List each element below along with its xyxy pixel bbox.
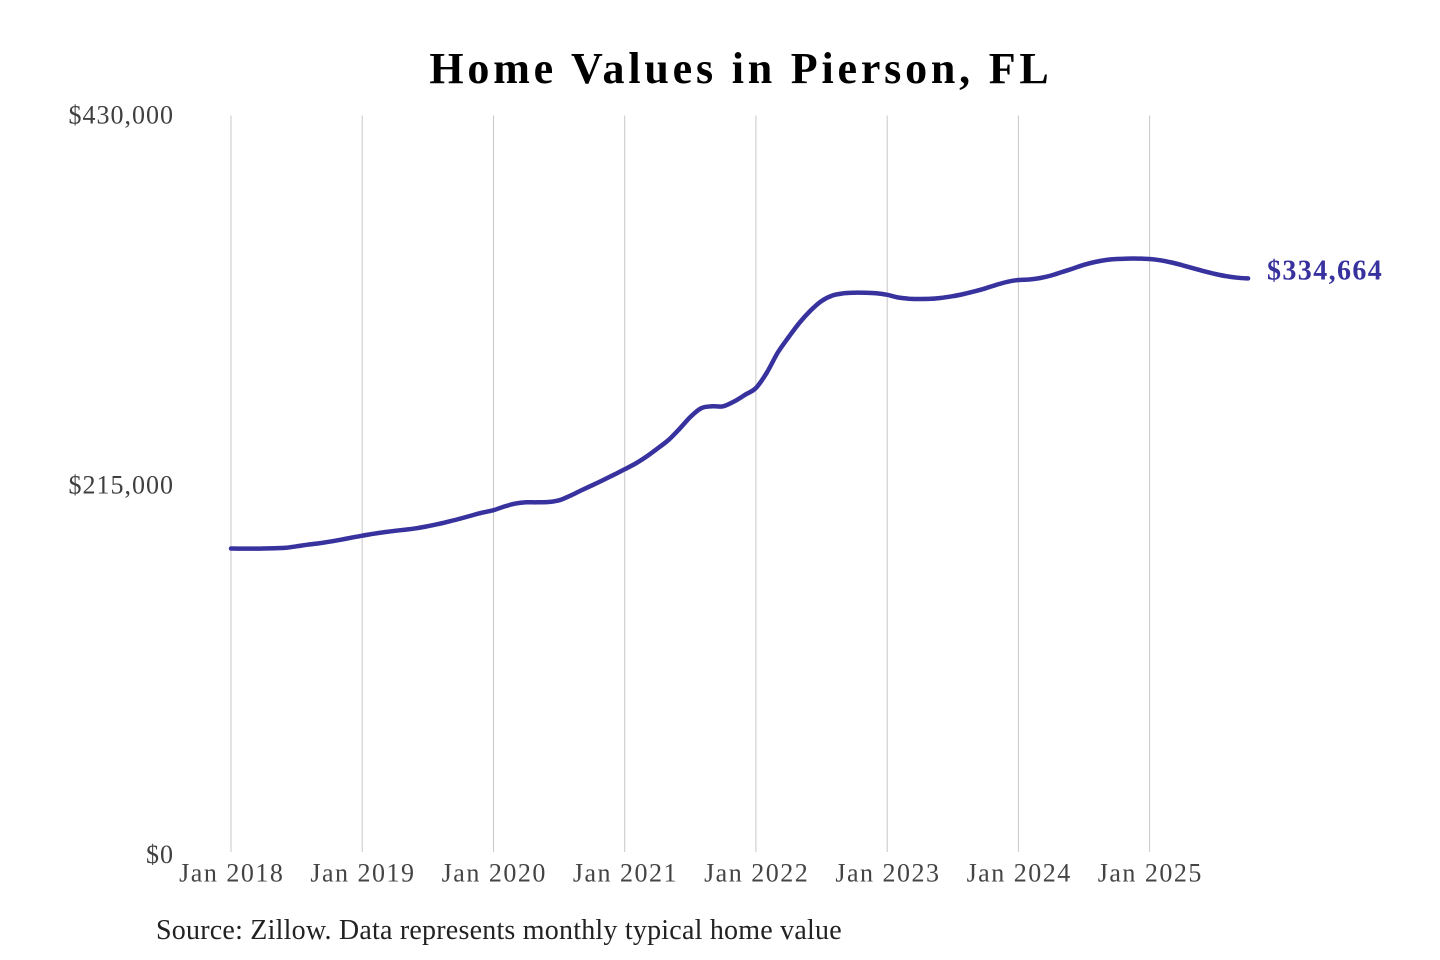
svg-text:Jan 2018: Jan 2018 <box>179 859 284 888</box>
svg-text:$215,000: $215,000 <box>69 471 175 500</box>
svg-text:Source: Zillow. Data represent: Source: Zillow. Data represents monthly … <box>156 915 842 946</box>
svg-text:Jan 2022: Jan 2022 <box>704 859 809 888</box>
svg-text:Home Values in Pierson, FL: Home Values in Pierson, FL <box>429 44 1052 93</box>
svg-text:Jan 2023: Jan 2023 <box>835 859 940 888</box>
svg-text:Jan 2021: Jan 2021 <box>573 859 678 888</box>
svg-text:Jan 2025: Jan 2025 <box>1098 859 1203 888</box>
svg-text:$0: $0 <box>146 840 174 869</box>
svg-text:$430,000: $430,000 <box>69 101 175 130</box>
svg-text:Jan 2024: Jan 2024 <box>967 859 1072 888</box>
svg-text:Jan 2019: Jan 2019 <box>310 859 415 888</box>
svg-text:Jan 2020: Jan 2020 <box>442 859 547 888</box>
svg-text:$334,664: $334,664 <box>1267 256 1383 287</box>
